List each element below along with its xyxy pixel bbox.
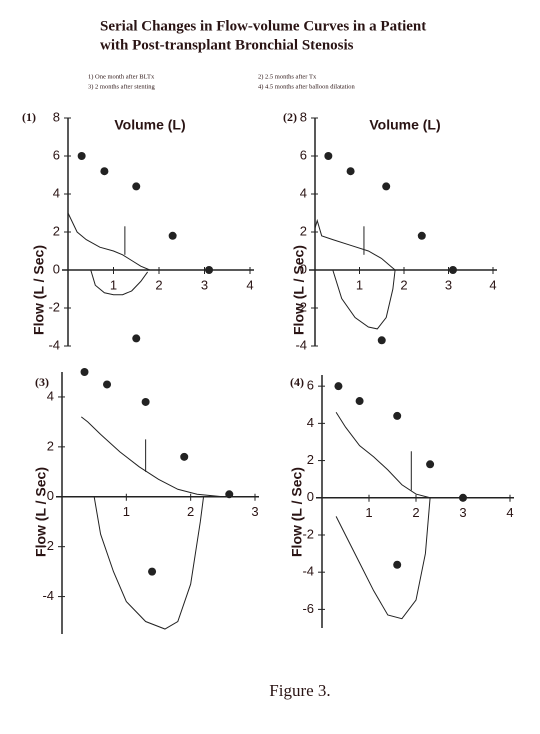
x-tick-label: 2	[187, 504, 194, 519]
data-point	[180, 452, 189, 461]
x-tick-label: 1	[356, 277, 363, 292]
y-tick-label: 4	[53, 185, 60, 200]
data-point	[103, 380, 112, 389]
y-tick-label: 2	[300, 223, 307, 238]
x-tick-label: 3	[459, 505, 466, 520]
data-point	[148, 567, 157, 576]
data-point	[205, 266, 214, 274]
y-axis-label: Flow (L / Sec)	[289, 467, 305, 557]
x-tick-label: 3	[201, 277, 208, 292]
note: 4) 4.5 months after balloon dilatation	[258, 83, 356, 90]
flow-curve	[80, 416, 223, 498]
y-tick-label: 4	[300, 185, 307, 200]
x-tick-label: 2	[412, 505, 419, 520]
y-tick-label: -6	[302, 601, 314, 616]
data-point	[100, 167, 109, 176]
y-tick-label: 0	[300, 261, 307, 276]
x-tick-label: 3	[445, 277, 452, 292]
panel-label: (1)	[22, 110, 36, 124]
x-tick-label: 1	[110, 277, 117, 292]
panel-label: (2)	[283, 110, 297, 124]
data-point	[225, 490, 234, 499]
data-point	[448, 266, 457, 274]
flow-curve	[335, 411, 431, 499]
y-tick-label: 2	[47, 438, 54, 453]
data-point	[393, 411, 402, 420]
data-point	[346, 167, 355, 176]
data-point	[77, 152, 86, 160]
y-tick-label: -2	[302, 526, 314, 541]
y-tick-label: 4	[47, 388, 54, 403]
note: 3) 2 months after stenting	[88, 83, 156, 90]
data-point	[132, 334, 141, 343]
flow-curve	[93, 496, 205, 630]
flow-curve	[67, 212, 151, 271]
y-tick-label: -4	[42, 588, 54, 603]
y-axis-label: Flow (L / Sec)	[31, 245, 47, 335]
y-tick-label: -2	[48, 299, 60, 314]
data-point	[324, 152, 333, 160]
x-axis-label: Volume (L)	[369, 117, 440, 133]
title-line: Serial Changes in Flow-volume Curves in …	[100, 18, 426, 34]
data-point	[459, 493, 467, 502]
data-point	[377, 336, 386, 345]
y-tick-label: -4	[295, 337, 307, 352]
y-tick-label: -2	[42, 538, 54, 553]
data-point	[393, 560, 402, 569]
x-tick-label: 3	[251, 504, 258, 519]
flow-curve	[314, 218, 396, 271]
data-point	[168, 231, 177, 240]
note: 1) One month after BLTx	[88, 73, 155, 80]
flow-curve	[90, 269, 149, 296]
y-tick-label: -4	[48, 337, 60, 352]
y-tick-label: 2	[307, 452, 314, 467]
x-tick-label: 1	[365, 505, 372, 520]
data-point	[426, 460, 435, 469]
y-tick-label: 6	[307, 378, 314, 393]
x-tick-label: 1	[123, 504, 130, 519]
y-tick-label: 6	[53, 147, 60, 162]
y-axis-label: Flow (L / Sec)	[33, 467, 49, 557]
caption: Figure 3.	[269, 681, 330, 700]
x-tick-label: 2	[400, 277, 407, 292]
y-tick-label: 0	[53, 261, 60, 276]
y-tick-label: 8	[53, 109, 60, 124]
y-tick-label: 6	[300, 147, 307, 162]
y-tick-label: 0	[307, 489, 314, 504]
note: 2) 2.5 months after Tx	[258, 73, 317, 80]
y-tick-label: -4	[302, 564, 314, 579]
x-tick-label: 4	[506, 505, 513, 520]
data-point	[355, 397, 364, 406]
y-tick-label: 2	[53, 223, 60, 238]
y-tick-label: 0	[47, 488, 54, 503]
title-line: with Post-transplant Bronchial Stenosis	[100, 37, 354, 53]
data-point	[417, 231, 426, 240]
y-tick-label: 4	[307, 415, 314, 430]
x-tick-label: 2	[155, 277, 162, 292]
y-tick-label: -2	[295, 299, 307, 314]
x-axis-label: Volume (L)	[114, 117, 185, 133]
flow-curve	[332, 269, 396, 330]
data-point	[132, 182, 141, 191]
y-axis-label: Flow (L / Sec)	[291, 245, 307, 335]
panel-label: (3)	[35, 375, 49, 389]
data-point	[80, 368, 89, 376]
data-point	[382, 182, 391, 191]
y-tick-label: 8	[300, 109, 307, 124]
x-tick-label: 4	[246, 277, 253, 292]
data-point	[334, 382, 343, 391]
flow-curve	[335, 497, 431, 620]
panel-label: (4)	[290, 375, 304, 389]
data-point	[141, 397, 150, 406]
x-tick-label: 4	[489, 277, 496, 292]
